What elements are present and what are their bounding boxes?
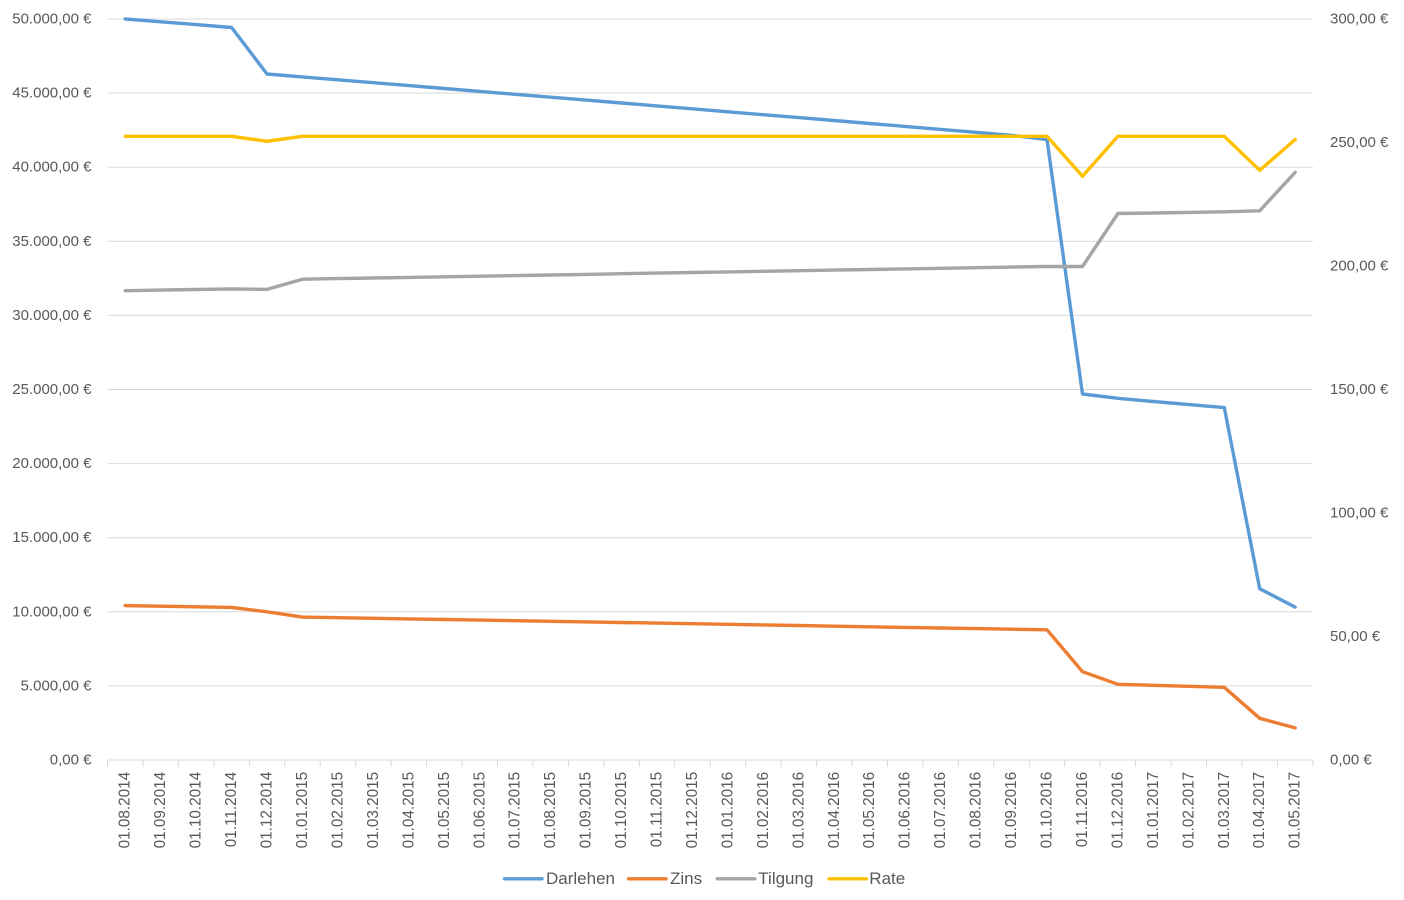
svg-text:01.02.2015: 01.02.2015 [329,772,346,849]
svg-text:01.01.2016: 01.01.2016 [719,772,736,849]
svg-text:35.000,00 €: 35.000,00 € [12,233,92,250]
svg-text:45.000,00 €: 45.000,00 € [12,85,92,102]
svg-text:01.11.2016: 01.11.2016 [1074,772,1091,847]
svg-text:0,00 €: 0,00 € [50,752,92,769]
svg-text:01.01.2015: 01.01.2015 [294,772,311,849]
svg-text:Rate: Rate [869,869,905,888]
svg-text:Tilgung: Tilgung [758,869,813,888]
svg-text:01.08.2015: 01.08.2015 [542,772,559,849]
svg-text:01.03.2015: 01.03.2015 [365,772,382,849]
svg-text:01.12.2014: 01.12.2014 [259,771,276,848]
svg-text:200,00 €: 200,00 € [1330,258,1389,275]
svg-text:01.12.2016: 01.12.2016 [1109,772,1126,849]
svg-text:01.03.2016: 01.03.2016 [790,772,807,849]
svg-text:Zins: Zins [670,869,702,888]
svg-text:01.11.2014: 01.11.2014 [223,771,240,847]
svg-text:01.05.2017: 01.05.2017 [1287,772,1304,849]
svg-text:01.06.2015: 01.06.2015 [471,772,488,849]
svg-text:01.05.2016: 01.05.2016 [861,772,878,849]
svg-text:5.000,00 €: 5.000,00 € [21,677,93,694]
svg-text:40.000,00 €: 40.000,00 € [12,159,92,176]
svg-text:300,00 €: 300,00 € [1330,11,1389,28]
svg-text:01.10.2014: 01.10.2014 [188,771,205,848]
svg-text:01.08.2016: 01.08.2016 [968,772,985,849]
svg-text:01.05.2015: 01.05.2015 [436,772,453,849]
svg-text:0,00 €: 0,00 € [1330,752,1372,769]
svg-text:25.000,00 €: 25.000,00 € [12,381,92,398]
svg-text:01.07.2015: 01.07.2015 [507,772,524,849]
svg-text:10.000,00 €: 10.000,00 € [12,603,92,620]
svg-text:100,00 €: 100,00 € [1330,505,1389,522]
svg-text:01.04.2017: 01.04.2017 [1251,772,1268,849]
svg-text:01.09.2015: 01.09.2015 [578,772,595,849]
svg-text:150,00 €: 150,00 € [1330,381,1389,398]
svg-text:15.000,00 €: 15.000,00 € [12,529,92,546]
svg-text:01.10.2016: 01.10.2016 [1039,772,1056,849]
svg-text:20.000,00 €: 20.000,00 € [12,455,92,472]
svg-text:30.000,00 €: 30.000,00 € [12,307,92,324]
svg-text:50,00 €: 50,00 € [1330,628,1381,645]
svg-text:250,00 €: 250,00 € [1330,134,1389,151]
svg-text:01.02.2016: 01.02.2016 [755,772,772,849]
svg-text:01.08.2014: 01.08.2014 [117,771,134,848]
svg-text:01.09.2014: 01.09.2014 [152,771,169,848]
svg-text:01.07.2016: 01.07.2016 [932,772,949,849]
svg-text:01.11.2015: 01.11.2015 [649,772,666,847]
svg-text:50.000,00 €: 50.000,00 € [12,11,92,28]
svg-text:Darlehen: Darlehen [546,869,615,888]
svg-text:01.09.2016: 01.09.2016 [1003,772,1020,849]
svg-text:01.02.2017: 01.02.2017 [1180,772,1197,849]
svg-text:01.10.2015: 01.10.2015 [613,772,630,849]
svg-text:01.12.2015: 01.12.2015 [684,772,701,849]
svg-text:01.04.2016: 01.04.2016 [826,772,843,849]
svg-text:01.01.2017: 01.01.2017 [1145,772,1162,849]
svg-text:01.06.2016: 01.06.2016 [897,772,914,849]
svg-text:01.04.2015: 01.04.2015 [400,772,417,849]
svg-text:01.03.2017: 01.03.2017 [1216,772,1233,849]
